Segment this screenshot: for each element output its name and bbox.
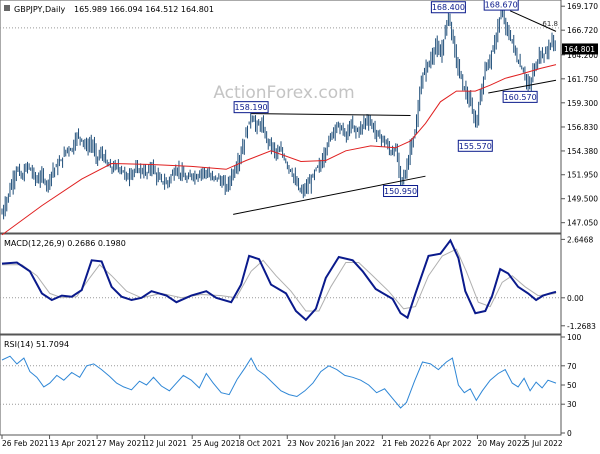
price-panel-frame (0, 0, 562, 234)
price-axis-label: 161.750 (567, 75, 598, 84)
price-annotation-box (502, 90, 538, 103)
macd-layer: 2.6468 0.00 -1.2683 (0, 235, 596, 331)
macd-title: MACD(12,26,9) 0.2686 0.1980 (4, 239, 126, 248)
price-axis-label: 159.300 (567, 99, 598, 108)
price-axis-label: 149.500 (567, 195, 598, 204)
x-axis-label: 21 Feb 2022 (382, 439, 429, 448)
rsi-panel-frame (0, 334, 562, 436)
price-annotation-label: 168.670 (485, 1, 518, 10)
price-annotation-label: 158.190 (235, 103, 268, 112)
price-annotation-box (383, 185, 419, 198)
x-axis-label: 26 Feb 2021 (2, 439, 49, 448)
rsi-layer: 100 70 50 30 0 (0, 333, 582, 438)
moving-average-line (1, 64, 557, 236)
price-axis-label: 164.200 (567, 51, 598, 60)
x-axis-label: 8 Oct 2021 (240, 439, 282, 448)
macd-signal-line (2, 248, 557, 312)
price-layer: 61.8 169.170 166.720 164.200 161.750 159.300 1… (0, 0, 598, 236)
macd-axis-label: 0.00 (567, 294, 584, 303)
x-axis-label: 23 Nov 2021 (287, 439, 335, 448)
lower-support-line (233, 175, 426, 215)
price-title: GBPJPY,Daily (14, 5, 65, 14)
price-axis-label: 154.380 (567, 147, 598, 156)
fib-level-label: 61.8 (542, 20, 558, 28)
x-axis-label: 27 May 2021 (97, 439, 146, 448)
price-annotation-label: 155.570 (459, 142, 492, 151)
price-annotation-box (233, 101, 269, 114)
wedge-bottom-line (488, 79, 557, 94)
rsi-axis-label: 70 (567, 362, 577, 371)
price-annotation-box (483, 0, 519, 11)
price-axis-label: 156.830 (567, 123, 598, 132)
wedge-top-line (509, 10, 557, 32)
price-axis-label: 147.050 (567, 219, 598, 228)
watermark: ActionForex.com (213, 83, 354, 103)
price-annotation-label: 168.400 (432, 3, 465, 12)
macd-line (1, 238, 557, 322)
price-annotation-label: 150.950 (384, 187, 417, 196)
x-axis-label: 25 Aug 2021 (192, 439, 240, 448)
price-axis-label: 151.950 (567, 171, 598, 180)
x-axis-label: 12 Jul 2021 (145, 439, 188, 448)
price-annotation-box (457, 139, 493, 152)
price-axis-label: 169.170 (567, 2, 598, 11)
macd-axis-label: -1.2683 (567, 322, 596, 331)
price-annotation-label: 160.570 (504, 93, 537, 102)
rsi-axis-label: 100 (567, 333, 582, 342)
macd-panel-frame (0, 233, 562, 335)
x-axis-label: 6 Apr 2022 (430, 439, 472, 448)
rsi-title: RSI(14) 51.7094 (4, 340, 69, 349)
price-axis-label: 166.720 (567, 26, 598, 35)
x-axis-label: 13 Apr 2021 (50, 439, 97, 448)
upper-range-line (251, 113, 411, 117)
price-title-marker (4, 5, 10, 11)
last-price-box (562, 43, 598, 55)
price-annotation-box (430, 1, 466, 14)
rsi-axis-label: 0 (567, 429, 572, 438)
x-axis-label: 20 May 2022 (477, 439, 526, 448)
rsi-axis-label: 50 (567, 381, 577, 390)
last-price-label: 164.801 (564, 45, 595, 54)
x-axis-label: 6 Jan 2022 (335, 439, 375, 448)
x-axis-label: 5 Jul 2022 (525, 439, 563, 448)
rsi-axis-label: 30 (567, 400, 577, 409)
rsi-line (1, 355, 557, 409)
price-ohlc: 165.989 166.094 164.512 164.801 (74, 5, 214, 14)
macd-axis-label: 2.6468 (567, 235, 593, 244)
